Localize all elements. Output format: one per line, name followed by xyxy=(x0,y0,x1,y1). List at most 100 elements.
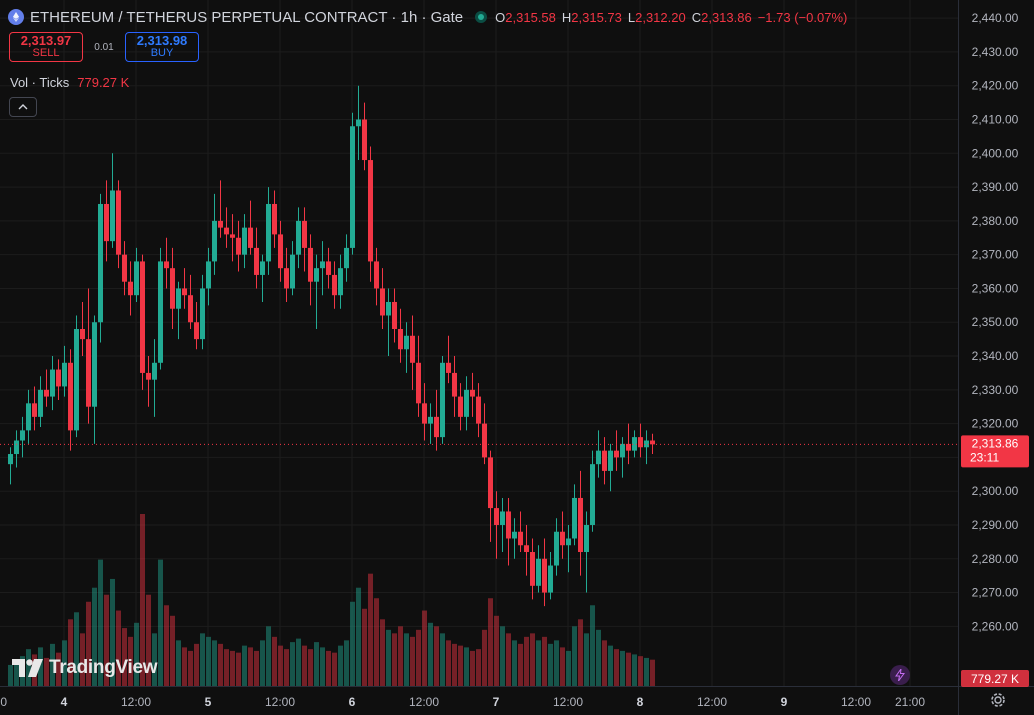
candle-body xyxy=(86,339,91,407)
market-open-status-icon xyxy=(475,11,488,23)
gear-icon[interactable] xyxy=(989,691,1007,709)
candle-body xyxy=(308,247,313,282)
volume-bar xyxy=(590,605,595,686)
volume-bar xyxy=(38,647,43,686)
candle xyxy=(596,430,601,478)
volume-bar xyxy=(110,578,115,686)
symbol-title[interactable]: ETHEREUM / TETHERUS PERPETUAL CONTRACT ·… xyxy=(30,8,464,26)
collapse-legend-button[interactable] xyxy=(9,97,37,117)
ohlc-change: −1.73 (−0.07%) xyxy=(757,9,848,25)
candle xyxy=(134,247,139,302)
candle xyxy=(272,190,277,248)
volume-bar xyxy=(464,647,469,686)
candle xyxy=(332,261,337,309)
candle-body xyxy=(50,369,55,397)
volume-bar xyxy=(548,643,553,686)
candle xyxy=(470,372,475,417)
candle-body xyxy=(104,203,109,242)
candle xyxy=(338,254,343,309)
volume-bar xyxy=(470,650,475,686)
candle-body xyxy=(374,261,379,289)
candle-body xyxy=(110,190,115,242)
candle xyxy=(182,268,187,309)
bar-countdown: 23:11 xyxy=(970,450,999,464)
volume-bar xyxy=(356,587,361,686)
candle xyxy=(302,207,307,272)
buy-price: 2,313.98 xyxy=(136,33,188,48)
candle-body xyxy=(206,261,211,289)
price-axis[interactable]: 2,260.00 2,270.00 2,280.00 2,290.00 2,300.00… xyxy=(972,11,1019,633)
candle-body xyxy=(158,261,163,363)
volume-bar xyxy=(476,649,481,686)
candle-body xyxy=(410,335,415,363)
y-tick-label: 2,270.00 xyxy=(972,586,1019,600)
candle xyxy=(110,153,115,248)
candle xyxy=(266,187,271,275)
tradingview-logo[interactable]: TradingView xyxy=(12,657,158,679)
candle xyxy=(392,288,397,343)
sell-button[interactable]: 2,313.97 SELL xyxy=(9,32,83,62)
candle-body xyxy=(428,416,433,424)
volume-bar xyxy=(152,633,157,686)
candle-body xyxy=(230,234,235,238)
ohlc-low: L2,312.20 xyxy=(627,9,686,25)
candle-body xyxy=(392,301,397,329)
candle xyxy=(464,376,469,431)
candle-body xyxy=(422,403,427,424)
candle-body xyxy=(470,389,475,397)
volume-bar xyxy=(614,649,619,686)
x-tick-label: 5 xyxy=(205,695,212,709)
volume-bar xyxy=(200,633,205,686)
volume-bar xyxy=(644,657,649,686)
candle-body xyxy=(344,247,349,269)
volume-bar xyxy=(14,659,19,686)
candle xyxy=(590,450,595,532)
y-tick-label: 2,380.00 xyxy=(972,214,1019,228)
candle xyxy=(8,447,13,485)
candle xyxy=(212,193,217,275)
candle-body xyxy=(632,437,637,451)
candle xyxy=(320,241,325,296)
volume-bar xyxy=(632,654,637,686)
candle xyxy=(416,335,421,417)
candle xyxy=(344,234,349,282)
time-axis[interactable]: 12:00 4 12:00 5 12:00 6 12:00 7 12:00 8 12:00 9 12:0… xyxy=(0,695,925,709)
candle xyxy=(98,193,103,343)
sell-label: SELL xyxy=(32,47,60,59)
candle xyxy=(74,315,79,438)
volume-bar xyxy=(482,629,487,686)
x-tick-label: 12:00 xyxy=(553,695,583,709)
candle xyxy=(356,85,361,161)
candle xyxy=(368,146,373,282)
candle xyxy=(566,524,571,573)
candle-body xyxy=(602,450,607,471)
ohlc-open: O2,315.58 xyxy=(495,9,556,25)
buy-button[interactable]: 2,313.98 BUY xyxy=(125,32,199,62)
candle xyxy=(542,538,547,607)
candle xyxy=(284,247,289,302)
volume-bar xyxy=(284,649,289,686)
candle-body xyxy=(596,450,601,465)
candle-body xyxy=(494,508,499,525)
volume-legend[interactable]: Vol · Ticks 779.27 K xyxy=(10,75,129,90)
x-tick-label: 4 xyxy=(61,695,68,709)
volume-bar xyxy=(554,640,559,686)
volume-bar xyxy=(350,601,355,686)
candle xyxy=(14,430,19,468)
candle-body xyxy=(170,268,175,309)
lightning-icon[interactable] xyxy=(890,665,910,685)
volume-bar xyxy=(92,587,97,686)
candle-body xyxy=(224,227,229,235)
candle-body xyxy=(608,450,613,471)
candle xyxy=(128,261,133,316)
candle xyxy=(548,552,553,600)
candle xyxy=(50,356,55,411)
candle xyxy=(440,356,445,444)
volume-bar xyxy=(638,656,643,686)
x-tick-label: 21:00 xyxy=(895,695,925,709)
tradingview-logo-icon xyxy=(12,659,43,677)
candle xyxy=(158,247,163,370)
candle-body xyxy=(74,329,79,431)
